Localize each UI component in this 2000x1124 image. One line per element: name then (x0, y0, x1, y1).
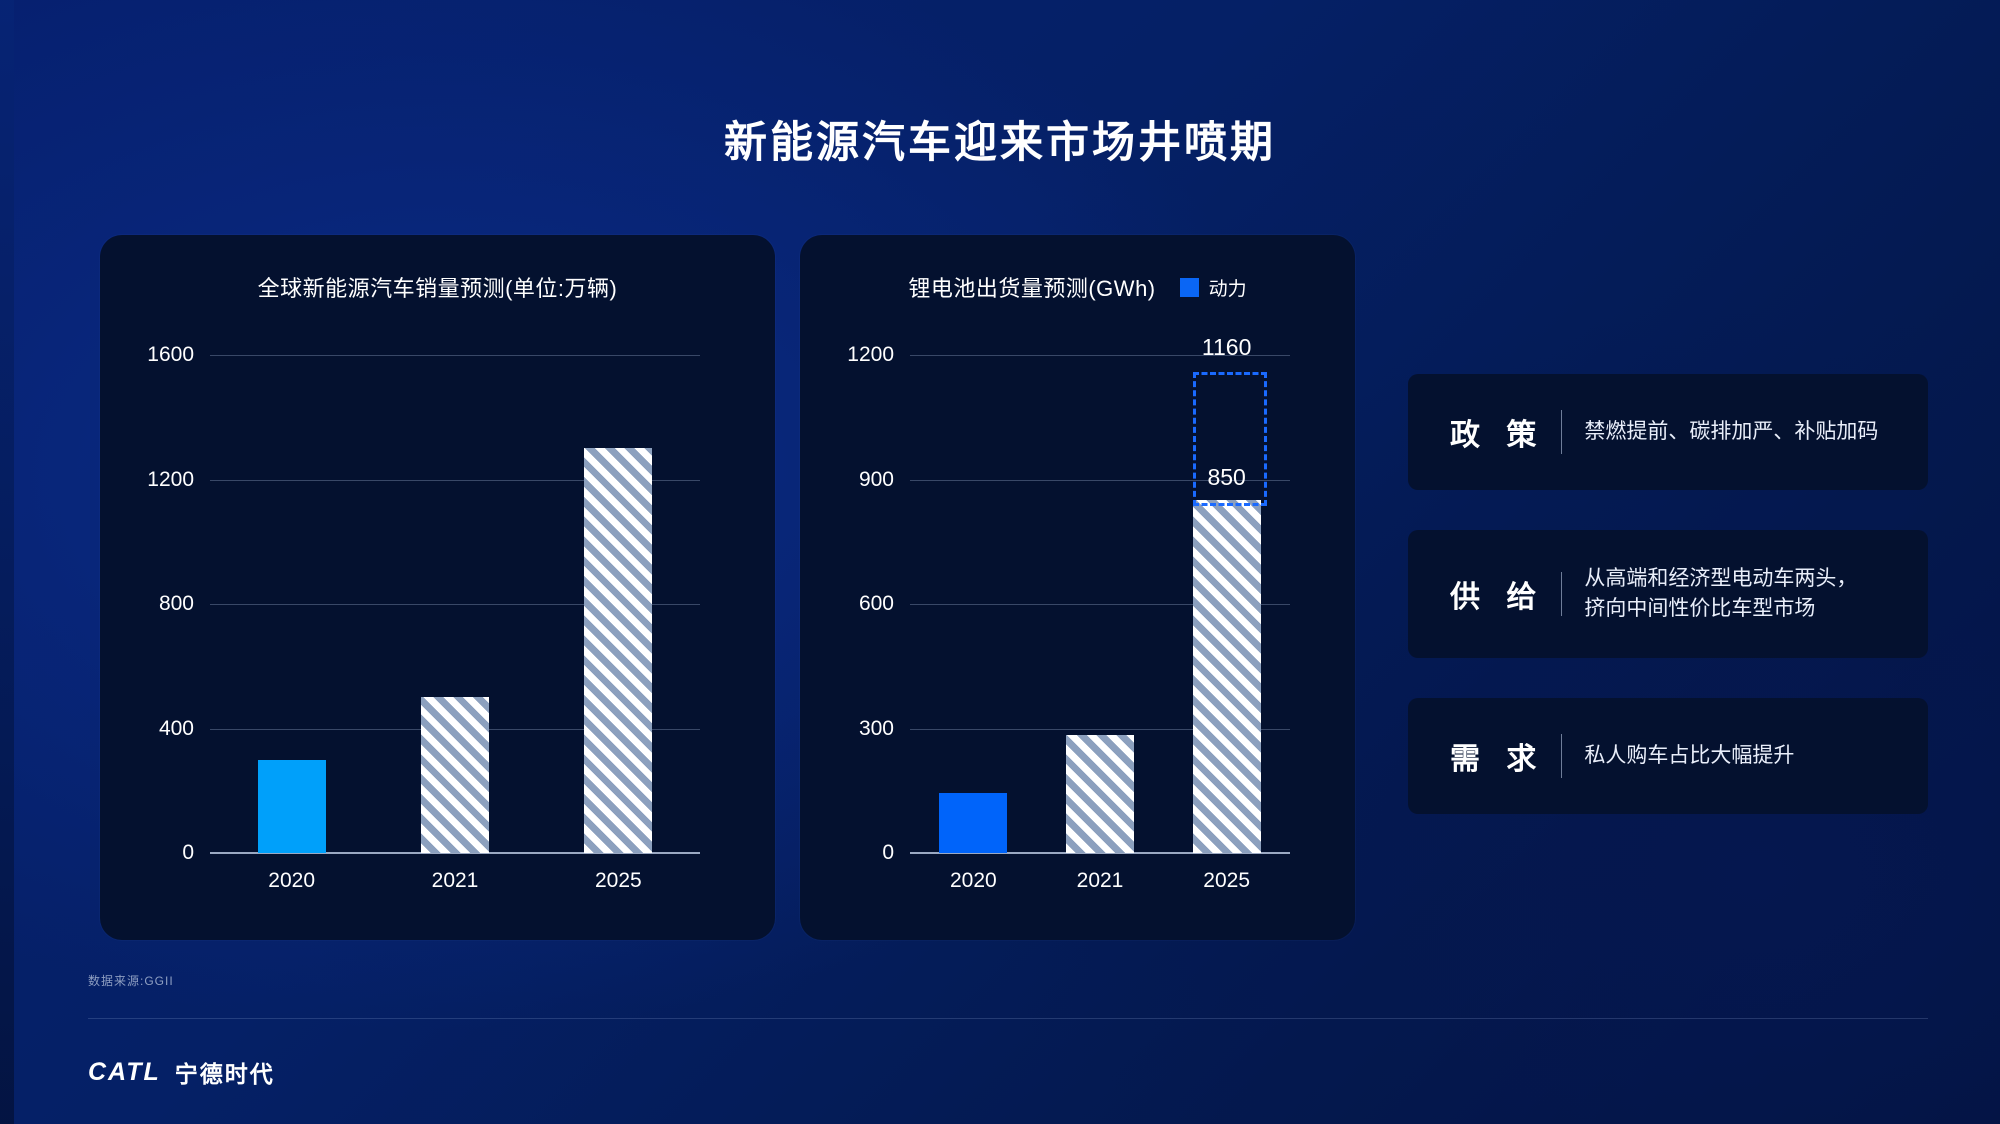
info-card-divider (1561, 734, 1563, 778)
projection-dashed-box (1192, 371, 1267, 507)
y-axis-tick-label: 300 (858, 716, 894, 740)
chart-header-right: 锂电池出货量预测(GWh) 动力 (800, 271, 1355, 303)
bar-2021 (1066, 734, 1134, 853)
y-axis-tick-label: 400 (158, 716, 194, 740)
chart-panel-li-battery: 锂电池出货量预测(GWh) 动力 0 300 600 900 1200 2020 2021 2… (800, 235, 1355, 940)
legend-swatch-icon (1179, 277, 1199, 297)
info-card-text: 从高端和经济型电动车两头， 挤向中间性价比车型市场 (1584, 567, 1858, 620)
info-card-supply[interactable]: 供 给 从高端和经济型电动车两头， 挤向中间性价比车型市场 (1408, 530, 1928, 658)
info-card-key: 需 求 (1450, 743, 1546, 776)
y-axis-tick-label: 600 (858, 592, 894, 615)
x-axis-tick-label: 2020 (949, 869, 997, 892)
bar-value-label-base: 850 (1207, 464, 1246, 491)
bar-2020 (257, 759, 326, 853)
bar-2025 (584, 448, 653, 853)
bar-2020 (939, 792, 1008, 853)
x-axis-tick-label: 2025 (594, 869, 642, 892)
y-axis-tick-label: 0 (882, 841, 894, 864)
bar-value-label-top: 1160 (1201, 333, 1252, 360)
y-axis-tick-label: 0 (182, 841, 194, 864)
chart-header-left: 全球新能源汽车销量预测(单位:万辆) (100, 271, 775, 303)
x-axis-line (910, 852, 1290, 854)
y-axis-tick-label: 1200 (147, 467, 194, 491)
chart-title-li-battery: 锂电池出货量预测(GWh) (908, 276, 1156, 301)
gridline (910, 728, 1290, 730)
source-note: 数据来源:GGII (88, 974, 174, 988)
gridline (910, 355, 1290, 356)
page-title: 新能源汽车迎来市场井喷期 (724, 119, 1276, 167)
logo-name: 宁德时代 (174, 1061, 275, 1087)
y-axis-tick-label: 1200 (847, 343, 894, 366)
y-axis-tick-label: 800 (158, 592, 194, 615)
chart-legend-li-battery: 动力 (1179, 274, 1247, 301)
info-card-divider (1561, 410, 1563, 454)
legend-label: 动力 (1208, 278, 1247, 300)
info-card-policy[interactable]: 政 策 禁燃提前、碳排加严、补贴加码 (1408, 374, 1928, 490)
x-axis-tick-label: 2021 (431, 869, 479, 892)
gridline (210, 479, 700, 481)
logo-mark: CATL (88, 1057, 161, 1086)
plot-area-ev-sales: 0 400 800 1200 1600 2020 2021 2025 (100, 235, 775, 940)
catl-logo: CATL 宁德时代 (88, 1055, 275, 1089)
gridline (910, 479, 1290, 481)
chart-title-ev-sales: 全球新能源汽车销量预测(单位:万辆) (257, 276, 618, 301)
info-card-demand[interactable]: 需 求 私人购车占比大幅提升 (1408, 698, 1928, 814)
info-card-divider (1561, 572, 1563, 616)
bar-2021 (421, 697, 489, 853)
info-card-text: 禁燃提前、碳排加严、补贴加码 (1584, 420, 1879, 444)
gridline (210, 355, 700, 356)
x-axis-tick-label: 2020 (268, 869, 316, 892)
footer-divider (88, 1018, 1928, 1019)
y-axis-tick-label: 1600 (147, 343, 194, 366)
chart-panel-ev-sales: 全球新能源汽车销量预测(单位:万辆) 0 400 800 1200 1600 2020 20… (100, 235, 775, 940)
plot-area-li-battery: 0 300 600 900 1200 2020 2021 2025 1160 850 (800, 235, 1355, 940)
x-axis-line (210, 852, 700, 854)
gridline (910, 604, 1290, 605)
x-axis-tick-label: 2025 (1203, 869, 1251, 892)
y-axis-tick-label: 900 (858, 467, 894, 491)
info-card-key: 政 策 (1450, 419, 1546, 452)
info-card-text: 私人购车占比大幅提升 (1584, 744, 1795, 768)
bar-2025 (1192, 500, 1261, 853)
gridline (210, 604, 700, 605)
info-card-key: 供 给 (1450, 581, 1546, 614)
x-axis-tick-label: 2021 (1076, 869, 1124, 892)
